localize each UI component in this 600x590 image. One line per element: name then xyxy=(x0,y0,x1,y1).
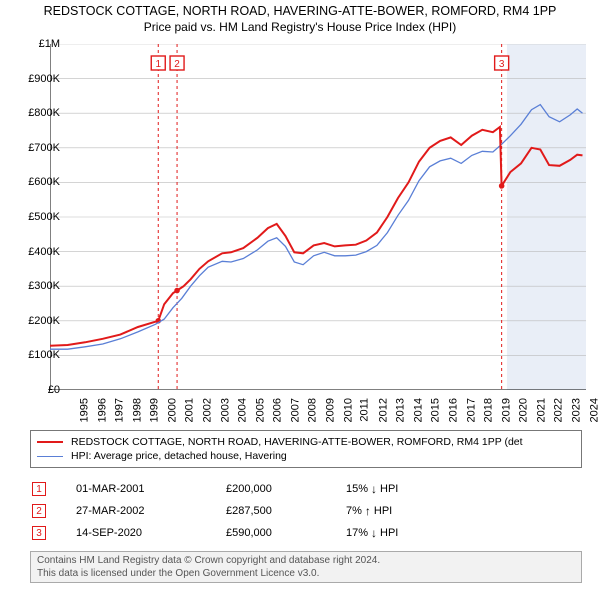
y-tick-label: £100K xyxy=(14,349,60,361)
y-tick-label: £1M xyxy=(14,38,60,50)
y-tick-label: £200K xyxy=(14,315,60,327)
legend-label-red: REDSTOCK COTTAGE, NORTH ROAD, HAVERING-A… xyxy=(71,436,523,448)
x-tick-label: 2001 xyxy=(184,398,196,422)
x-tick-label: 2004 xyxy=(237,398,249,422)
svg-text:2: 2 xyxy=(174,59,180,70)
x-tick-label: 2011 xyxy=(359,398,371,422)
marker-price: £287,500 xyxy=(226,505,346,517)
x-tick-label: 2009 xyxy=(325,398,337,422)
marker-pct: 15%↓HPI xyxy=(346,483,486,495)
marker-date: 27-MAR-2002 xyxy=(76,505,226,517)
x-tick-label: 2006 xyxy=(272,398,284,422)
x-tick-label: 1997 xyxy=(114,398,126,422)
x-tick-label: 2023 xyxy=(571,398,583,422)
y-tick-label: £400K xyxy=(14,246,60,258)
svg-text:1: 1 xyxy=(155,59,161,70)
title-line-2: Price paid vs. HM Land Registry's House … xyxy=(0,18,600,34)
marker-row: 1 01-MAR-2001£200,00015%↓HPI xyxy=(30,478,582,500)
legend-box: REDSTOCK COTTAGE, NORTH ROAD, HAVERING-A… xyxy=(30,430,582,468)
marker-badge: 2 xyxy=(32,504,46,518)
chart-plot-area: 1 2 3 xyxy=(50,44,586,390)
x-tick-label: 2008 xyxy=(307,398,319,422)
x-tick-label: 1998 xyxy=(131,398,143,422)
x-tick-label: 2002 xyxy=(202,398,214,422)
legend-row-blue: HPI: Average price, detached house, Have… xyxy=(37,449,575,463)
legend-swatch-red xyxy=(37,441,63,443)
x-tick-label: 2005 xyxy=(254,398,266,422)
y-tick-label: £600K xyxy=(14,176,60,188)
y-tick-label: £300K xyxy=(14,280,60,292)
x-tick-label: 2020 xyxy=(518,398,530,422)
marker-price: £590,000 xyxy=(226,527,346,539)
x-tick-label: 2003 xyxy=(219,398,231,422)
x-tick-label: 2010 xyxy=(342,398,354,422)
footer-line-1: Contains HM Land Registry data © Crown c… xyxy=(37,554,575,567)
marker-badge: 3 xyxy=(32,526,46,540)
arrow-up-icon: ↑ xyxy=(365,505,371,517)
x-tick-label: 2015 xyxy=(430,398,442,422)
x-tick-label: 2022 xyxy=(553,398,565,422)
x-tick-label: 2014 xyxy=(412,398,424,422)
svg-text:3: 3 xyxy=(499,59,505,70)
marker-date: 01-MAR-2001 xyxy=(76,483,226,495)
y-tick-label: £700K xyxy=(14,142,60,154)
marker-row: 2 27-MAR-2002£287,5007%↑HPI xyxy=(30,500,582,522)
y-tick-label: £900K xyxy=(14,73,60,85)
x-tick-label: 2007 xyxy=(289,398,301,422)
marker-pct: 7%↑HPI xyxy=(346,505,486,517)
marker-pct: 17%↓HPI xyxy=(346,527,486,539)
title-line-1: REDSTOCK COTTAGE, NORTH ROAD, HAVERING-A… xyxy=(0,4,600,18)
marker-table: 1 01-MAR-2001£200,00015%↓HPI 2 27-MAR-2002£… xyxy=(30,478,582,544)
x-tick-label: 1999 xyxy=(149,398,161,422)
legend-swatch-blue xyxy=(37,456,63,457)
legend-label-blue: HPI: Average price, detached house, Have… xyxy=(71,450,287,462)
y-tick-label: £0 xyxy=(14,384,60,396)
x-tick-label: 2017 xyxy=(465,398,477,422)
footer-line-2: This data is licensed under the Open Gov… xyxy=(37,567,575,580)
arrow-down-icon: ↓ xyxy=(371,483,377,495)
x-tick-label: 2018 xyxy=(483,398,495,422)
footer-attribution: Contains HM Land Registry data © Crown c… xyxy=(30,551,582,583)
x-tick-label: 2024 xyxy=(588,398,600,422)
marker-badge: 1 xyxy=(32,482,46,496)
marker-date: 14-SEP-2020 xyxy=(76,527,226,539)
y-tick-label: £800K xyxy=(14,107,60,119)
x-tick-label: 1996 xyxy=(96,398,108,422)
x-tick-label: 1995 xyxy=(78,398,90,422)
y-tick-label: £500K xyxy=(14,211,60,223)
x-tick-label: 2012 xyxy=(377,398,389,422)
arrow-down-icon: ↓ xyxy=(371,527,377,539)
x-tick-label: 2019 xyxy=(500,398,512,422)
chart-svg: 1 2 3 xyxy=(50,44,586,390)
marker-row: 3 14-SEP-2020£590,00017%↓HPI xyxy=(30,522,582,544)
legend-row-red: REDSTOCK COTTAGE, NORTH ROAD, HAVERING-A… xyxy=(37,435,575,449)
x-tick-label: 2013 xyxy=(395,398,407,422)
x-tick-label: 2016 xyxy=(448,398,460,422)
x-tick-label: 2021 xyxy=(535,398,547,422)
x-tick-label: 2000 xyxy=(166,398,178,422)
marker-price: £200,000 xyxy=(226,483,346,495)
